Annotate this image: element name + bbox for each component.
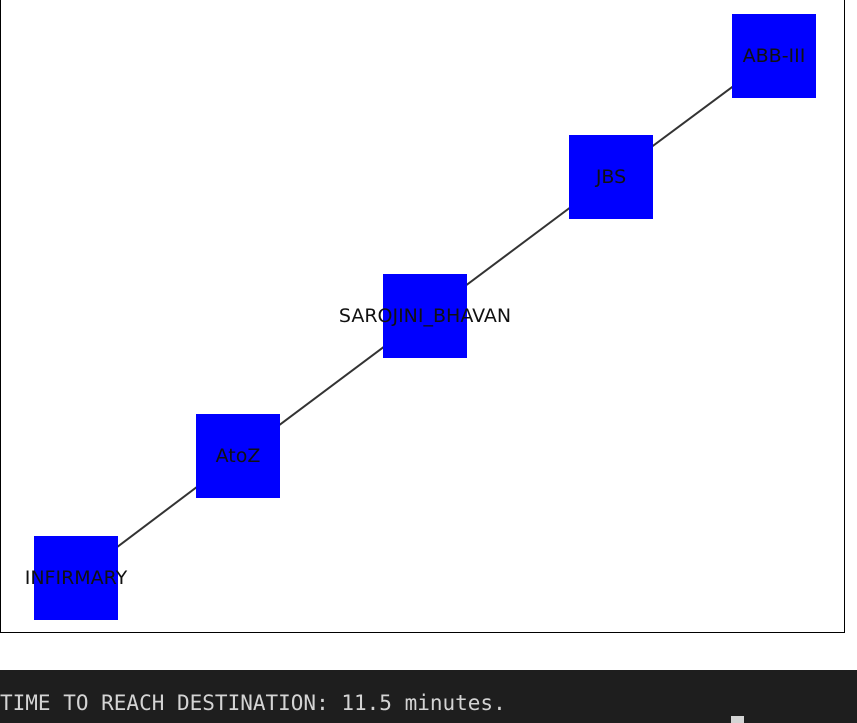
node-label-jbs: JBS bbox=[595, 166, 626, 188]
node-infirmary bbox=[34, 536, 118, 620]
node-sarojini_bhavan bbox=[383, 274, 467, 358]
node-label-sarojini_bhavan: SAROJINI_BHAVAN bbox=[339, 305, 511, 327]
graph-figure: INFIRMARY AtoZ SAROJINI_BHAVAN JBS ABB-III bbox=[0, 0, 845, 633]
node-label-atoz: AtoZ bbox=[216, 445, 261, 467]
labels-layer: INFIRMARY AtoZ SAROJINI_BHAVAN JBS ABB-III bbox=[25, 45, 806, 589]
node-abb-iii bbox=[732, 14, 816, 98]
nodes-layer bbox=[34, 14, 816, 620]
node-jbs bbox=[569, 135, 653, 219]
graph-canvas: INFIRMARY AtoZ SAROJINI_BHAVAN JBS ABB-III bbox=[25, 14, 816, 620]
terminal-output-line: TIME TO REACH DESTINATION: 11.5 minutes. bbox=[0, 691, 506, 715]
terminal-panel: TIME TO REACH DESTINATION: 11.5 minutes. bbox=[0, 670, 857, 723]
terminal-cursor bbox=[731, 716, 744, 723]
node-atoz bbox=[196, 414, 280, 498]
node-label-abb-iii: ABB-III bbox=[743, 45, 806, 67]
node-label-infirmary: INFIRMARY bbox=[25, 567, 128, 589]
